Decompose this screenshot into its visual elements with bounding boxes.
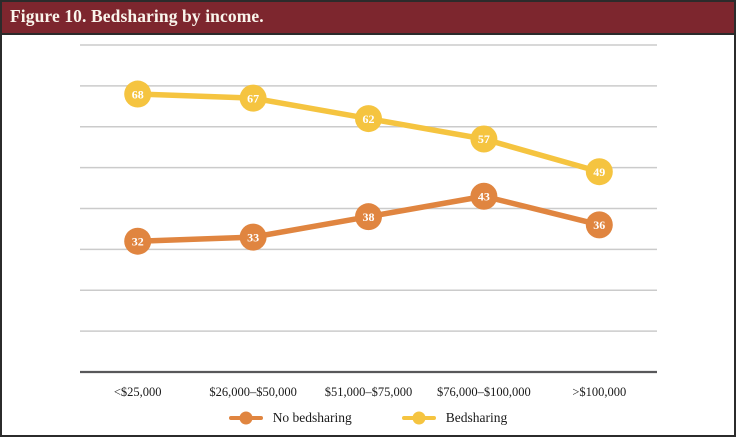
chart-legend: No bedsharing Bedsharing — [2, 408, 734, 428]
data-point-label: 36 — [593, 218, 605, 232]
data-point-bedsharing: 49 — [585, 158, 613, 186]
data-point-label: 43 — [478, 189, 490, 203]
data-point-label: 68 — [132, 87, 144, 101]
data-point-label: 38 — [363, 210, 375, 224]
legend-marker-dot — [412, 411, 426, 425]
data-point-label: 57 — [478, 132, 490, 146]
data-point-label: 67 — [247, 91, 259, 105]
data-point-no-bedsharing: 43 — [470, 182, 498, 210]
bedsharing-by-income-chart: 32 33 38 43 36 68 67 62 57 49 <$25,000 $26,000–$50… — [2, 35, 734, 435]
data-point-no-bedsharing: 36 — [585, 211, 613, 239]
data-point-marker — [124, 80, 152, 108]
data-point-no-bedsharing: 32 — [124, 227, 152, 255]
data-point-marker — [355, 105, 382, 133]
data-point-label: 33 — [247, 230, 259, 244]
data-point-marker — [239, 223, 267, 251]
legend-swatch-no-bedsharing — [228, 411, 263, 425]
x-axis-label-100-000: >$100,000 — [572, 385, 627, 399]
x-axis: <$25,000 $26,000–$50,000 $51,000–$75,000 $7… — [2, 385, 734, 403]
legend-swatch-bedsharing — [401, 411, 436, 425]
chart-plot-area: 32 33 38 43 36 68 67 62 57 49 — [80, 44, 657, 374]
data-point-bedsharing: 62 — [355, 105, 382, 133]
data-point-bedsharing: 67 — [239, 84, 267, 112]
data-point-label: 32 — [132, 234, 144, 248]
data-point-marker — [239, 84, 267, 112]
data-point-marker — [470, 125, 498, 153]
data-point-bedsharing: 68 — [124, 80, 152, 108]
legend-label: Bedsharing — [445, 410, 508, 425]
data-point-marker — [585, 158, 613, 186]
x-axis-label-26-000-50-000: $26,000–$50,000 — [209, 385, 297, 399]
data-point-label: 49 — [593, 165, 605, 179]
legend-item-bedsharing: Bedsharing — [401, 410, 508, 426]
legend-marker-dot — [239, 411, 253, 425]
data-point-no-bedsharing: 38 — [355, 203, 382, 231]
figure-title: Figure 10. Bedsharing by income. — [10, 6, 264, 26]
legend-label: No bedsharing — [272, 410, 352, 425]
x-axis-label-25-000: <$25,000 — [113, 385, 162, 399]
data-point-marker — [585, 211, 613, 239]
x-axis-label-76-000-100-000: $76,000–$100,000 — [437, 385, 531, 399]
data-point-marker — [355, 203, 382, 231]
data-point-marker — [470, 182, 498, 210]
data-point-marker — [124, 227, 152, 255]
legend-item-no-bedsharing: No bedsharing — [228, 410, 352, 426]
data-point-label: 62 — [363, 112, 375, 126]
data-point-no-bedsharing: 33 — [239, 223, 267, 251]
figure-title-bar: Figure 10. Bedsharing by income. — [2, 2, 734, 35]
data-point-bedsharing: 57 — [470, 125, 498, 153]
x-axis-label-51-000-75-000: $51,000–$75,000 — [324, 385, 413, 399]
